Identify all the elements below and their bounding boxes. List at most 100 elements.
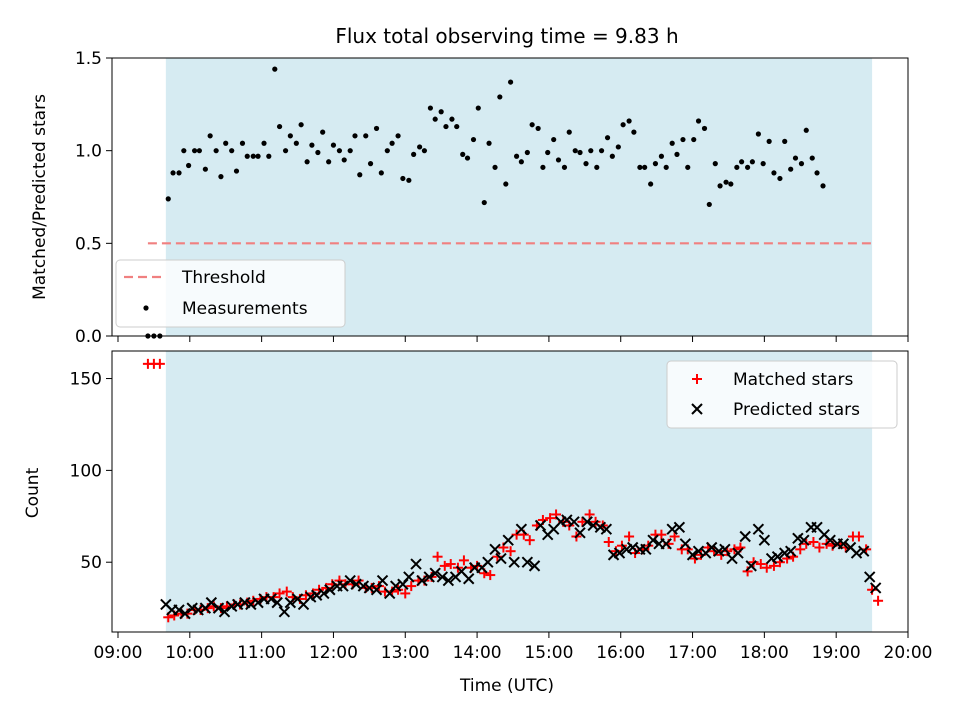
measurement-point [417,144,423,150]
measurement-point [561,164,568,170]
legend-measurements-label: Measurements [182,299,308,319]
marker-stroke [844,541,857,554]
matched-star-point [445,559,456,570]
marker-stroke [265,593,277,605]
measurement-point [615,144,621,150]
measurement-point [814,170,820,176]
bottom-x-tick-label: 10:00 [165,643,214,663]
measurement-point [734,164,740,170]
predicted-star-point [284,596,297,609]
marker-stroke [811,521,823,534]
measurement-point [389,140,395,146]
measurement-point [706,201,712,208]
marker-stroke [568,516,580,528]
predicted-star-point [837,538,850,550]
marker-stroke [245,598,257,611]
predicted-star-point [212,602,225,614]
predicted-star-point [679,538,692,550]
matched-star-point [624,531,635,542]
marker-stroke [370,584,383,596]
marker-stroke [752,523,765,535]
bottom-x-tick-label: 19:00 [812,643,861,663]
measurement-point [691,136,697,143]
bottom-legend: Matched stars Predicted stars [666,360,898,429]
chart-title: Flux total observing time = 9.83 h [335,24,678,48]
matched-star-point [669,531,680,542]
measurement-point [244,153,250,159]
matched-star-point [584,509,595,520]
predicted-star-point [869,582,882,594]
predicted-star-point [324,584,336,596]
measurement-point [792,155,799,161]
measurement-point [503,181,509,187]
predicted-star-point [429,567,441,579]
measurement-point [460,151,466,157]
marker-stroke [824,534,836,546]
measurement-point [261,140,267,146]
predicted-star-point [173,604,185,616]
measurement-point [309,142,315,148]
measurement-point [207,133,213,139]
top-y-tick-label: 0.5 [75,234,102,254]
measurement-point [347,148,353,154]
marker-stroke [403,571,415,583]
bottom-x-tick-label: 17:00 [668,643,717,663]
predicted-star-point [410,558,422,570]
measurement-point [406,177,412,183]
matched-star-point [656,529,667,540]
matched-star-point [545,513,556,524]
matched-star-point [742,566,753,577]
measurement-point [266,153,272,159]
marker-stroke [310,589,323,601]
marker-stroke [389,580,402,592]
measurement-point [357,172,363,178]
measurement-point [669,140,675,146]
measurement-point [186,162,192,169]
marker-stroke [495,552,507,565]
marker-stroke [436,571,449,583]
measurement-point [760,161,766,167]
measurement-point [293,140,299,146]
measurement-point [202,166,208,172]
measurement-point [492,164,498,170]
marker-stroke [252,596,264,609]
measurement-point [438,109,444,115]
measurement-point [336,148,343,154]
measurement-point [642,164,648,170]
measurement-point [712,161,718,167]
marker-stroke [318,587,330,600]
top-y-axis: 0.0 0.5 1.0 1.5 [75,49,112,347]
predicted-star-point [521,556,534,568]
measurement-point [320,129,326,135]
predicted-star-point [673,521,686,534]
measurement-point [454,123,460,130]
measurement-point [685,164,691,170]
bottom-y-tick-label: 150 [70,370,102,390]
top-axes-frame [111,57,909,337]
measurements-series [145,66,826,339]
measurement-point [250,153,256,159]
predicted-star-point [784,545,797,557]
predicted-star-point [442,574,455,587]
marker-stroke [850,547,863,559]
measurement-point [421,148,428,154]
measurement-point [648,181,654,187]
bottom-x-tick-label: 16:00 [596,643,645,663]
measurement-point [631,129,637,135]
predicted-star-point [613,547,626,559]
marker-stroke [758,534,771,546]
measurement-point [287,133,293,139]
legend-measurements-swatch [143,305,149,311]
measurement-point [400,175,406,182]
measurement-point [609,153,615,159]
marker-stroke [192,604,204,616]
marker-stroke [739,530,751,543]
top-legend: Threshold Measurements [115,259,346,328]
measurement-point [518,159,524,165]
legend-matched-marker [692,374,702,384]
marker-stroke [613,547,626,559]
marker-stroke [278,606,291,618]
marker-stroke [357,580,370,592]
marker-stroke [792,532,804,545]
matched-star-point [524,535,535,546]
